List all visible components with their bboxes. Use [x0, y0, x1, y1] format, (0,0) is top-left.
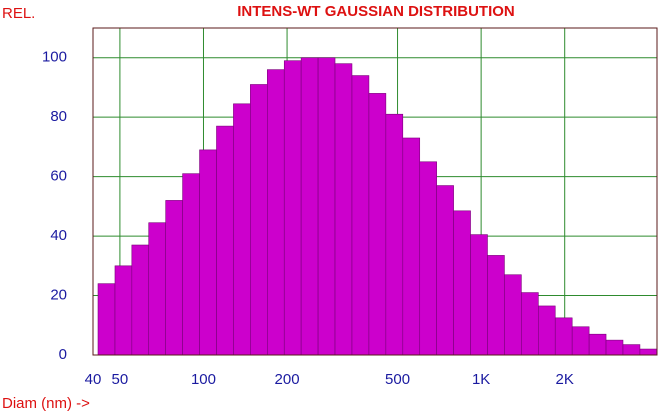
y-tick-label: 40	[50, 227, 67, 244]
bar	[334, 63, 353, 356]
bar	[267, 69, 285, 356]
bar	[504, 274, 522, 356]
x-tick-label: 40	[85, 371, 102, 388]
chart-title: INTENS-WT GAUSSIAN DISTRIBUTION	[237, 3, 515, 20]
bar	[351, 75, 370, 356]
bar	[317, 57, 336, 356]
y-axis-label: REL.	[2, 5, 35, 22]
bar	[639, 348, 658, 356]
bar	[148, 222, 167, 356]
bar	[182, 173, 200, 356]
x-tick-label: 500	[385, 371, 410, 388]
x-tick-label: 1K	[472, 371, 490, 388]
bar	[250, 84, 268, 356]
bar	[402, 137, 421, 356]
bar	[622, 344, 641, 356]
y-tick-label: 60	[50, 168, 67, 185]
bar	[554, 317, 573, 356]
x-tick-label: 200	[275, 371, 300, 388]
bar	[114, 265, 133, 356]
x-axis-label: Diam (nm) ->	[2, 395, 90, 412]
bar	[470, 234, 488, 356]
bar	[283, 60, 302, 356]
bar	[588, 333, 607, 356]
y-tick-label: 20	[50, 287, 67, 304]
bar	[300, 57, 319, 356]
x-tick-label: 100	[191, 371, 216, 388]
bar	[453, 210, 471, 356]
y-tick-label: 100	[42, 49, 67, 66]
bar	[131, 244, 150, 356]
bar	[385, 113, 404, 356]
bar	[97, 283, 116, 356]
y-tick-label: 80	[50, 108, 67, 125]
x-tick-label: 50	[112, 371, 129, 388]
bar	[605, 339, 624, 356]
bar	[165, 200, 183, 356]
bar	[199, 149, 217, 356]
bar	[233, 103, 251, 356]
bar	[538, 305, 556, 356]
y-tick-label: 0	[59, 346, 67, 363]
bar	[571, 326, 590, 356]
bar	[419, 161, 437, 356]
bar	[487, 255, 505, 356]
bar	[521, 292, 539, 356]
x-tick-label: 2K	[556, 371, 574, 388]
bar	[368, 93, 387, 356]
bar	[216, 125, 234, 356]
plot-frame	[92, 27, 658, 356]
bar	[436, 185, 454, 356]
